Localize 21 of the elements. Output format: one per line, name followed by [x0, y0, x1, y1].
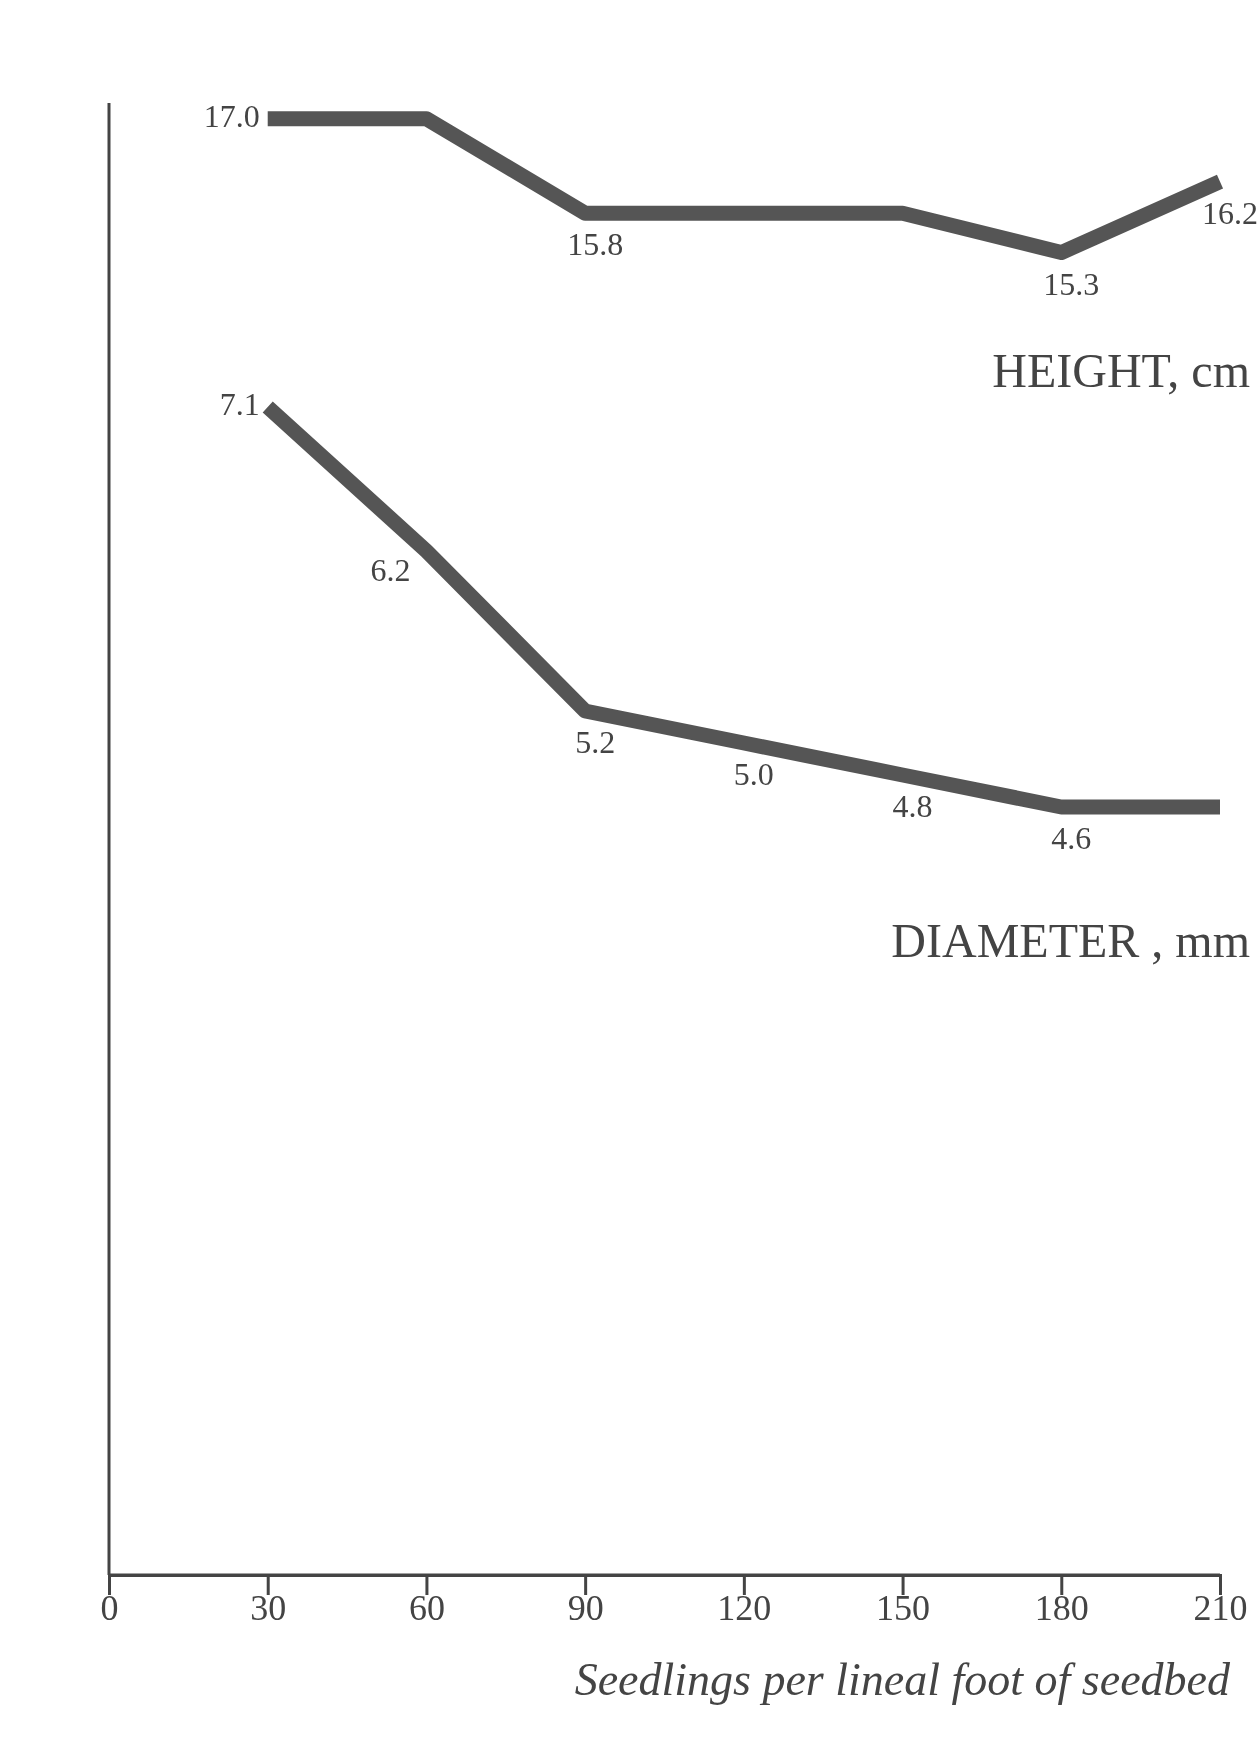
data-label: 17.0: [203, 97, 260, 134]
x-tick-label: 120: [717, 1588, 772, 1629]
data-label: 5.0: [733, 756, 774, 792]
text: DIAMETER , mm: [891, 914, 1250, 967]
data-label: 5.2: [575, 724, 616, 760]
x-tick-label: 60: [408, 1588, 445, 1629]
x-axis-title: Seedlings per lineal foot of seedbed: [574, 1654, 1231, 1705]
data-label: 4.8: [892, 788, 933, 824]
x-tick-label: 0: [100, 1588, 119, 1629]
data-label: 15.3: [1043, 265, 1100, 302]
data-label: 15.8: [567, 226, 624, 263]
x-tick-label: 210: [1193, 1588, 1248, 1629]
x-tick-label: 180: [1034, 1588, 1089, 1629]
x-tick-label: 150: [876, 1588, 931, 1629]
x-tick-label: 90: [567, 1588, 604, 1629]
text: HEIGHT, cm: [992, 343, 1250, 397]
data-label: 4.6: [1051, 820, 1092, 856]
data-label: 6.2: [370, 552, 411, 588]
data-label: 7.1: [219, 386, 260, 422]
data-label: 16.2: [1202, 194, 1257, 231]
x-tick-label: 30: [250, 1588, 287, 1629]
